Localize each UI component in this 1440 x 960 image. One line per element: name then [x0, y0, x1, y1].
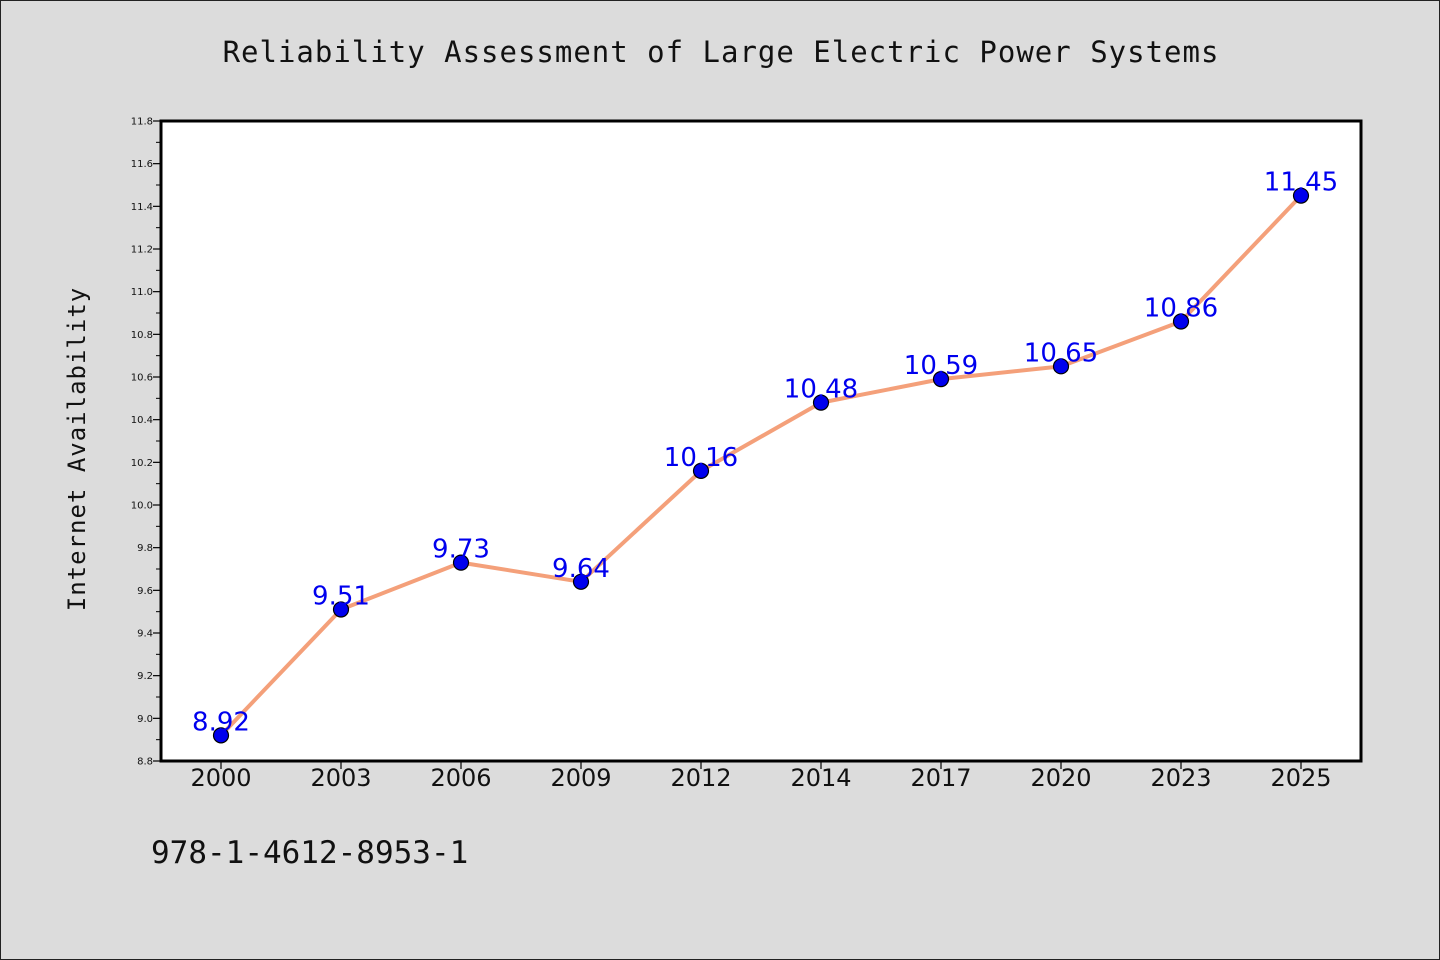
x-tick-label: 2014 [790, 764, 851, 792]
plot-frame [159, 119, 1363, 763]
x-tick-label: 2006 [430, 764, 491, 792]
y-tick-label: 11.6 [131, 159, 153, 170]
y-tick-label: 10.4 [131, 415, 153, 426]
data-point [1292, 187, 1310, 204]
series-markers [212, 187, 1310, 744]
y-tick-label: 9.0 [137, 714, 153, 725]
y-tick-label: 11.8 [131, 117, 153, 128]
data-point [452, 554, 470, 571]
data-point [212, 727, 230, 744]
chart-title: Reliability Assessment of Large Electric… [222, 35, 1220, 69]
y-tick-label: 10.2 [131, 458, 153, 469]
data-point [1172, 313, 1190, 330]
data-point [812, 394, 830, 411]
y-tick-label: 9.8 [137, 543, 153, 554]
y-axis-label: Internet Availability [63, 287, 91, 611]
x-tick-label: 2017 [910, 764, 971, 792]
y-tick-label: 9.4 [137, 629, 153, 640]
data-point [1052, 358, 1070, 375]
data-point [692, 462, 710, 479]
y-tick-label: 11.4 [131, 202, 153, 213]
data-label: 10.48 [784, 375, 858, 405]
x-tick-label: 2020 [1030, 764, 1091, 792]
x-tick-label: 2009 [550, 764, 611, 792]
data-label: 10.86 [1144, 294, 1218, 324]
data-point [332, 601, 350, 618]
y-tick-label: 8.8 [137, 757, 153, 768]
data-point [932, 371, 950, 388]
x-tick-label: 2000 [190, 764, 251, 792]
y-axis: 8.8 9.0 9.2 9.4 9.6 9.8 10.0 10.2 10.4 10.6 10.8 11… [131, 117, 161, 768]
data-point [572, 573, 590, 590]
y-tick-label: 9.2 [137, 671, 153, 682]
x-tick-label: 2012 [670, 764, 731, 792]
x-tick-label: 2003 [310, 764, 371, 792]
y-tick-label: 10.6 [131, 373, 153, 384]
y-tick-label: 11.2 [131, 245, 153, 256]
y-tick-label: 10.0 [131, 501, 153, 512]
data-label: 10.59 [904, 351, 978, 381]
series-line [219, 193, 1303, 738]
data-label: 10.16 [664, 443, 738, 473]
x-axis: 2000 2003 2006 2009 2012 2014 2017 2020 2023 2025 [190, 761, 1332, 792]
data-label: 9.51 [312, 582, 370, 612]
isbn-text: 978-1-4612-8953-1 [151, 835, 469, 871]
data-label: 11.45 [1264, 168, 1338, 198]
data-label: 8.92 [192, 707, 250, 737]
data-labels: 8.92 9.51 9.73 9.64 10.16 10.48 10.59 10.65 10.8… [192, 168, 1338, 738]
x-tick-label: 2023 [1150, 764, 1211, 792]
y-tick-label: 9.6 [137, 586, 153, 597]
data-label: 9.64 [552, 554, 610, 584]
y-tick-label: 10.8 [131, 330, 153, 341]
plot-area [161, 121, 1361, 761]
y-tick-label: 11.0 [131, 287, 153, 298]
data-label: 10.65 [1024, 338, 1098, 368]
data-label: 9.73 [432, 535, 490, 565]
x-tick-label: 2025 [1270, 764, 1331, 792]
